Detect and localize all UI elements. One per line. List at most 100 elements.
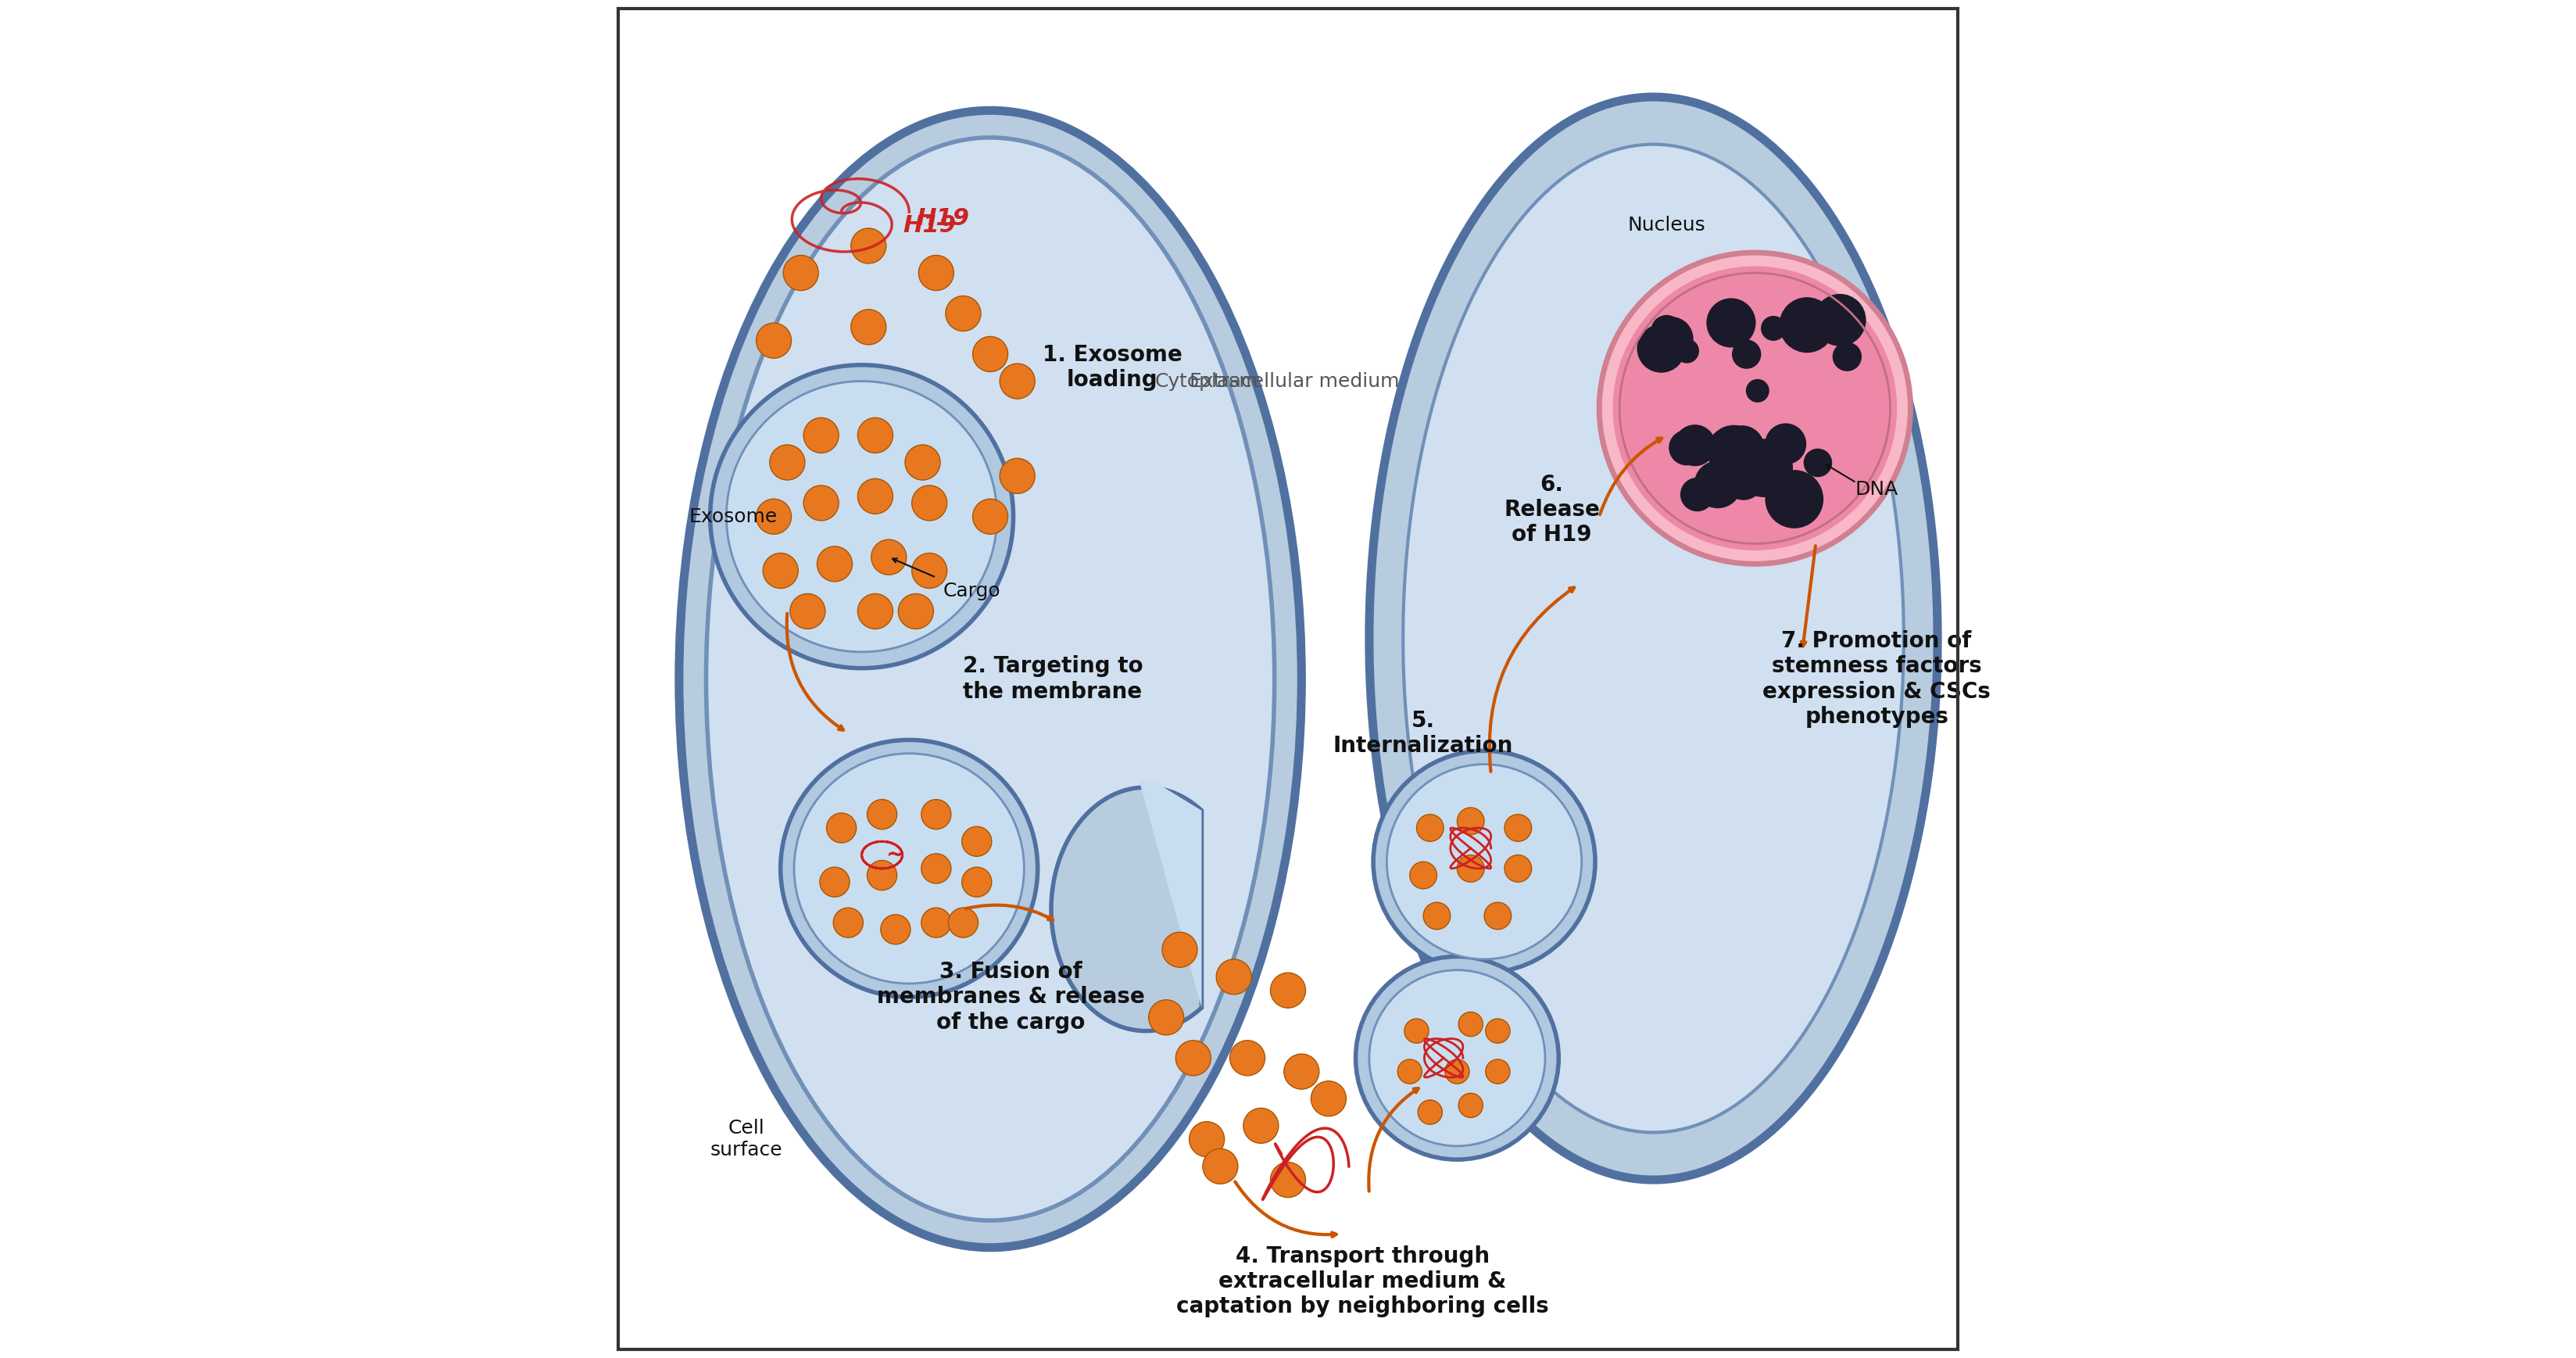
Text: ~: ~ — [886, 845, 904, 866]
Text: 3. Fusion of
membranes & release
of the cargo: 3. Fusion of membranes & release of the … — [876, 961, 1144, 1033]
Circle shape — [881, 914, 909, 944]
Circle shape — [1386, 765, 1582, 959]
PathPatch shape — [1370, 96, 1937, 1180]
Circle shape — [1409, 862, 1437, 889]
Circle shape — [1445, 1059, 1468, 1084]
Circle shape — [1600, 253, 1911, 564]
Circle shape — [1747, 379, 1770, 402]
Circle shape — [1373, 751, 1595, 972]
Text: 4. Transport through
extracellular medium &
captation by neighboring cells: 4. Transport through extracellular mediu… — [1177, 1245, 1548, 1317]
Circle shape — [999, 364, 1036, 399]
Circle shape — [793, 754, 1025, 983]
Text: 1. Exosome
loading: 1. Exosome loading — [1043, 344, 1182, 391]
Circle shape — [1762, 459, 1788, 483]
Circle shape — [1731, 340, 1762, 369]
Circle shape — [868, 800, 896, 830]
Circle shape — [1417, 1100, 1443, 1124]
Circle shape — [1504, 856, 1533, 883]
Circle shape — [827, 813, 855, 843]
Circle shape — [904, 445, 940, 479]
Circle shape — [912, 485, 948, 520]
Circle shape — [974, 337, 1007, 372]
Circle shape — [1680, 478, 1713, 512]
Circle shape — [1651, 315, 1682, 346]
Circle shape — [1355, 956, 1558, 1160]
PathPatch shape — [1404, 144, 1904, 1133]
Circle shape — [1814, 293, 1865, 346]
Circle shape — [1458, 1012, 1484, 1036]
Circle shape — [1695, 460, 1741, 508]
Circle shape — [1203, 1149, 1239, 1184]
Circle shape — [819, 868, 850, 896]
Text: 6.
Release
of H19: 6. Release of H19 — [1504, 474, 1600, 546]
Circle shape — [1270, 1162, 1306, 1198]
Circle shape — [1613, 266, 1896, 550]
Circle shape — [1190, 1122, 1224, 1157]
Circle shape — [1425, 902, 1450, 929]
Circle shape — [1283, 1054, 1319, 1089]
Circle shape — [948, 907, 979, 937]
Circle shape — [1149, 999, 1185, 1035]
Circle shape — [922, 800, 951, 830]
Circle shape — [1759, 459, 1788, 488]
Circle shape — [850, 228, 886, 263]
Text: 7. Promotion of
stemness factors
expression & CSCs
phenotypes: 7. Promotion of stemness factors express… — [1762, 630, 1991, 728]
Circle shape — [1734, 439, 1793, 497]
Circle shape — [817, 546, 853, 581]
Circle shape — [1705, 299, 1757, 348]
Circle shape — [781, 740, 1038, 997]
Circle shape — [1762, 316, 1785, 341]
Circle shape — [974, 498, 1007, 534]
Circle shape — [912, 553, 948, 588]
Text: Cargo: Cargo — [943, 581, 999, 600]
Circle shape — [1765, 424, 1806, 464]
Circle shape — [961, 827, 992, 857]
Text: DNA: DNA — [1855, 481, 1899, 498]
Circle shape — [1721, 425, 1765, 470]
Circle shape — [1175, 1040, 1211, 1076]
Circle shape — [1486, 1059, 1510, 1084]
Circle shape — [1229, 1040, 1265, 1076]
Circle shape — [1458, 856, 1484, 883]
Circle shape — [1780, 297, 1834, 353]
Text: Exosome: Exosome — [688, 507, 778, 526]
Circle shape — [1723, 460, 1765, 500]
Circle shape — [922, 907, 951, 937]
Circle shape — [757, 498, 791, 534]
Polygon shape — [1051, 788, 1200, 1031]
Circle shape — [762, 553, 799, 588]
Circle shape — [783, 255, 819, 291]
Circle shape — [868, 861, 896, 891]
Circle shape — [871, 539, 907, 574]
Circle shape — [850, 310, 886, 345]
Text: Nucleus: Nucleus — [1628, 216, 1705, 235]
Text: Cell
surface: Cell surface — [711, 1119, 783, 1160]
Circle shape — [1216, 959, 1252, 994]
Circle shape — [1162, 932, 1198, 967]
Circle shape — [1404, 1018, 1430, 1043]
Circle shape — [804, 485, 840, 520]
Circle shape — [1708, 429, 1749, 471]
Circle shape — [961, 868, 992, 896]
Circle shape — [1649, 316, 1692, 361]
Circle shape — [922, 854, 951, 884]
Circle shape — [1311, 1081, 1347, 1116]
Circle shape — [1803, 448, 1832, 477]
Ellipse shape — [680, 110, 1301, 1248]
Circle shape — [757, 323, 791, 359]
Circle shape — [1244, 1108, 1278, 1143]
Circle shape — [711, 365, 1012, 668]
Circle shape — [1370, 970, 1546, 1146]
Circle shape — [1458, 808, 1484, 835]
Circle shape — [1674, 425, 1716, 466]
Circle shape — [1708, 425, 1759, 478]
Circle shape — [899, 593, 933, 629]
Circle shape — [1484, 902, 1512, 929]
Circle shape — [726, 382, 997, 652]
Ellipse shape — [706, 137, 1275, 1221]
Circle shape — [832, 907, 863, 937]
Circle shape — [858, 478, 894, 513]
Circle shape — [1504, 815, 1533, 842]
Text: H19: H19 — [917, 208, 969, 230]
Circle shape — [1399, 1059, 1422, 1084]
